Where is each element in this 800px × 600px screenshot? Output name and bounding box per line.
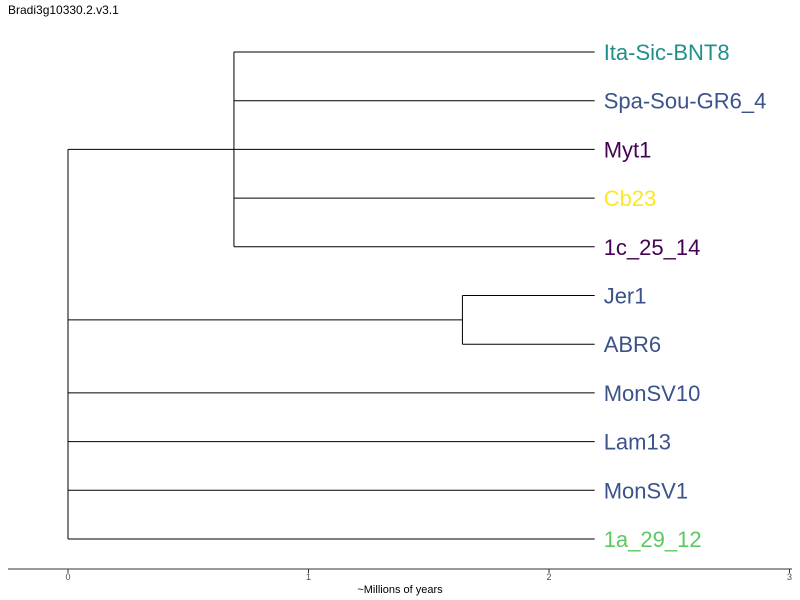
tip-label: Jer1 <box>604 284 647 309</box>
tip-labels: Ita-Sic-BNT8 Spa-Sou-GR6_4 Myt1 Cb23 1c_25_1… <box>604 40 767 552</box>
tip-label: MonSV10 <box>604 381 701 406</box>
tip-label: 1c_25_14 <box>604 235 701 260</box>
tip-label: Ita-Sic-BNT8 <box>604 40 730 65</box>
tip-label: Lam13 <box>604 430 671 455</box>
tip-label: ABR6 <box>604 332 661 357</box>
axis-title: ~Millions of years <box>357 584 443 596</box>
tree-branches <box>67 51 595 540</box>
axis-tick-label: 1 <box>306 572 311 582</box>
tip-label: MonSV1 <box>604 478 688 503</box>
tip-label: Cb23 <box>604 186 657 211</box>
time-axis: 0 1 2 3 ~Millions of years <box>8 568 792 596</box>
tip-label: Myt1 <box>604 137 652 162</box>
axis-ticks: 0 1 2 3 <box>65 569 792 582</box>
axis-tick-label: 0 <box>65 572 70 582</box>
tip-label: 1a_29_12 <box>604 527 702 552</box>
tip-label: Spa-Sou-GR6_4 <box>604 89 767 114</box>
axis-tick-label: 3 <box>787 572 792 582</box>
tree-title: Bradi3g10330.2.v3.1 <box>8 3 119 17</box>
axis-tick-label: 2 <box>546 572 551 582</box>
